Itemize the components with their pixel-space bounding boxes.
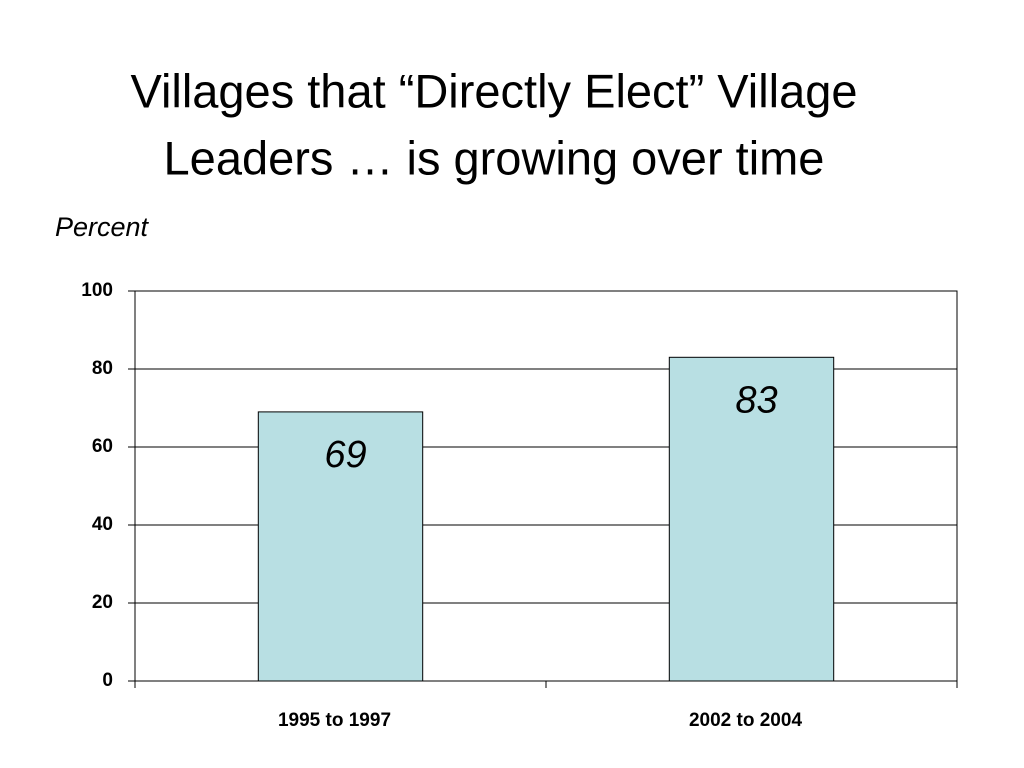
x-tick-label: 1995 to 1997 (278, 710, 391, 731)
y-tick-label: 40 (92, 514, 113, 535)
chart-title: Villages that “Directly Elect” Village (130, 64, 857, 117)
bar (668, 356, 835, 682)
data-label: 83 (735, 379, 777, 421)
data-label: 69 (324, 434, 366, 476)
y-tick-label: 20 (92, 592, 113, 613)
y-tick-label: 100 (81, 280, 113, 301)
subtitle: Percent (55, 212, 150, 242)
y-tick-label: 60 (92, 436, 113, 457)
bar (257, 411, 424, 682)
chart-title: Leaders … is growing over time (164, 131, 825, 184)
y-tick-label: 0 (102, 670, 113, 691)
x-tick-label: 2002 to 2004 (689, 710, 802, 731)
y-tick-label: 80 (92, 358, 113, 379)
